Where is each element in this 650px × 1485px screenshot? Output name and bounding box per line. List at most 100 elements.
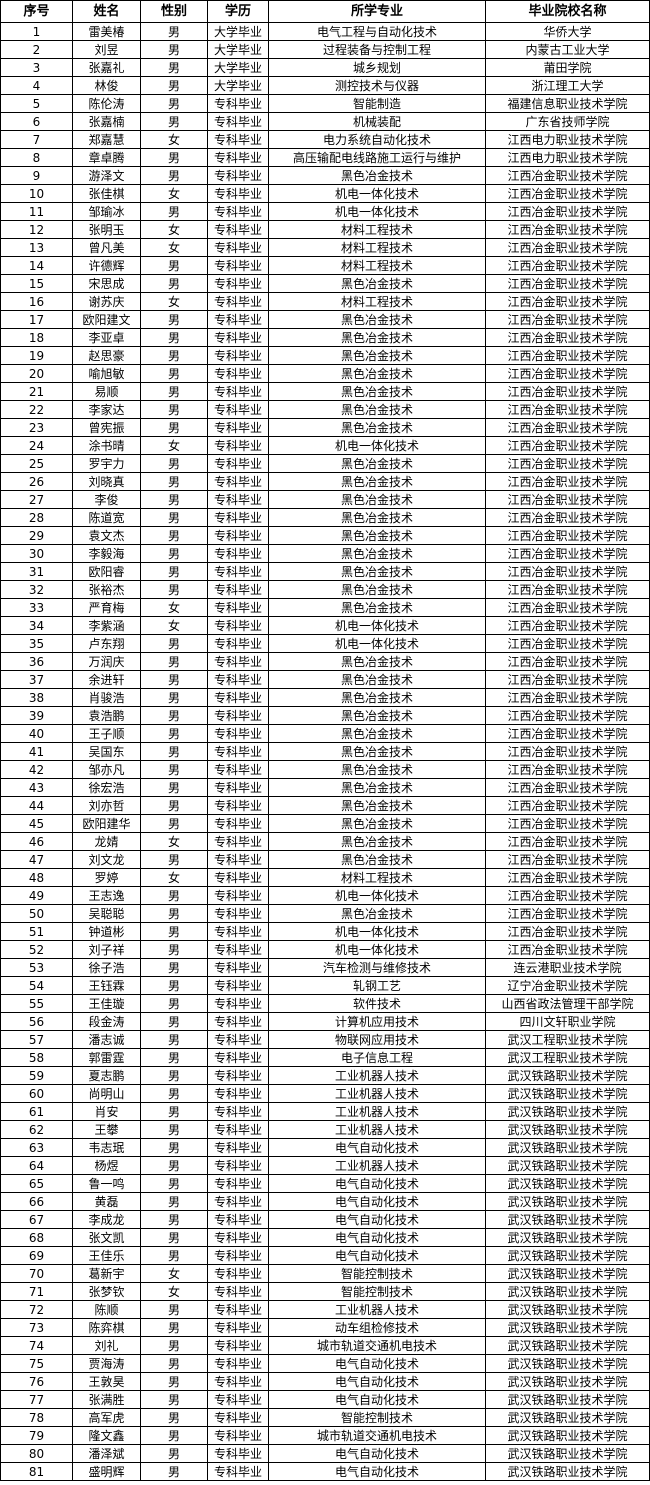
table-row: 47 刘文龙男专科毕业 黑色冶金技术 江西冶金职业技术学院 (0, 850, 650, 869)
cell-major: 材料工程技术 (268, 256, 486, 275)
cell-gender: 女 (140, 616, 208, 635)
cell-name: 张文凯 (72, 1228, 141, 1247)
cell-gender: 男 (140, 1066, 208, 1085)
cell-gender: 女 (140, 832, 208, 851)
cell-gender: 男 (140, 1084, 208, 1103)
header-row: 序号 姓名 性别 学历 所学专业 毕业院校名称 (0, 0, 650, 23)
cell-education: 专科毕业 (207, 274, 269, 293)
cell-school: 江西冶金职业技术学院 (485, 418, 650, 437)
cell-index: 28 (0, 508, 73, 527)
table-row: 44 刘亦哲男专科毕业 黑色冶金技术 江西冶金职业技术学院 (0, 796, 650, 815)
cell-major: 机电一体化技术 (268, 886, 486, 905)
cell-education: 专科毕业 (207, 292, 269, 311)
cell-school: 武汉铁路职业技术学院 (485, 1282, 650, 1301)
cell-gender: 男 (140, 634, 208, 653)
cell-index: 67 (0, 1210, 73, 1229)
cell-education: 专科毕业 (207, 256, 269, 275)
cell-index: 11 (0, 202, 73, 221)
cell-index: 32 (0, 580, 73, 599)
cell-education: 专科毕业 (207, 814, 269, 833)
cell-education: 专科毕业 (207, 886, 269, 905)
cell-major: 电力系统自动化技术 (268, 130, 486, 149)
cell-name: 刘晓真 (72, 472, 141, 491)
cell-school: 江西冶金职业技术学院 (485, 742, 650, 761)
cell-name: 刘文龙 (72, 850, 141, 869)
cell-gender: 男 (140, 1408, 208, 1427)
table-row: 10 张佳棋女专科毕业 机电一体化技术 江西冶金职业技术学院 (0, 184, 650, 203)
cell-school: 江西冶金职业技术学院 (485, 598, 650, 617)
cell-education: 专科毕业 (207, 868, 269, 887)
cell-education: 专科毕业 (207, 1174, 269, 1193)
table-row: 75 贾海涛男专科毕业 电气自动化技术 武汉铁路职业技术学院 (0, 1354, 650, 1373)
cell-school: 江西冶金职业技术学院 (485, 562, 650, 581)
cell-gender: 男 (140, 58, 208, 77)
cell-education: 专科毕业 (207, 634, 269, 653)
cell-gender: 男 (140, 814, 208, 833)
table-row: 24 涂书晴女专科毕业 机电一体化技术 江西冶金职业技术学院 (0, 436, 650, 455)
table-row: 56 段金涛男专科毕业 计算机应用技术 四川文轩职业学院 (0, 1012, 650, 1031)
cell-name: 张梦钦 (72, 1282, 141, 1301)
cell-school: 江西冶金职业技术学院 (485, 400, 650, 419)
cell-school: 莆田学院 (485, 58, 650, 77)
cell-name: 张明玉 (72, 220, 141, 239)
cell-education: 专科毕业 (207, 202, 269, 221)
cell-index: 50 (0, 904, 73, 923)
cell-major: 黑色冶金技术 (268, 508, 486, 527)
table-row: 81 盛明辉男专科毕业 电气自动化技术 武汉铁路职业技术学院 (0, 1462, 650, 1481)
cell-school: 江西冶金职业技术学院 (485, 580, 650, 599)
cell-name: 曾凡美 (72, 238, 141, 257)
cell-school: 江西冶金职业技术学院 (485, 886, 650, 905)
cell-education: 专科毕业 (207, 1462, 269, 1481)
cell-name: 严育梅 (72, 598, 141, 617)
cell-name: 欧阳睿 (72, 562, 141, 581)
cell-index: 59 (0, 1066, 73, 1085)
cell-name: 韦志珉 (72, 1138, 141, 1157)
cell-major: 黑色冶金技术 (268, 346, 486, 365)
cell-education: 专科毕业 (207, 652, 269, 671)
cell-name: 余进轩 (72, 670, 141, 689)
cell-major: 智能控制技术 (268, 1282, 486, 1301)
cell-name: 陈顺 (72, 1300, 141, 1319)
cell-index: 36 (0, 652, 73, 671)
cell-school: 武汉铁路职业技术学院 (485, 1138, 650, 1157)
cell-index: 33 (0, 598, 73, 617)
cell-index: 22 (0, 400, 73, 419)
cell-index: 29 (0, 526, 73, 545)
table-row: 54 王钰霖男专科毕业 轧钢工艺 辽宁冶金职业技术学院 (0, 976, 650, 995)
cell-school: 武汉铁路职业技术学院 (485, 1066, 650, 1085)
cell-major: 高压输配电线路施工运行与维护 (268, 148, 486, 167)
cell-major: 黑色冶金技术 (268, 724, 486, 743)
cell-school: 江西电力职业技术学院 (485, 130, 650, 149)
cell-education: 专科毕业 (207, 1210, 269, 1229)
cell-education: 专科毕业 (207, 328, 269, 347)
cell-index: 51 (0, 922, 73, 941)
cell-gender: 男 (140, 166, 208, 185)
cell-school: 武汉铁路职业技术学院 (485, 1462, 650, 1481)
cell-school: 武汉铁路职业技术学院 (485, 1354, 650, 1373)
cell-gender: 男 (140, 256, 208, 275)
cell-major: 黑色冶金技术 (268, 418, 486, 437)
cell-name: 罗宇力 (72, 454, 141, 473)
header-education: 学历 (207, 0, 269, 23)
cell-index: 62 (0, 1120, 73, 1139)
cell-name: 李紫涵 (72, 616, 141, 635)
cell-index: 47 (0, 850, 73, 869)
table-row: 68 张文凯男专科毕业 电气自动化技术 武汉铁路职业技术学院 (0, 1228, 650, 1247)
cell-gender: 男 (140, 742, 208, 761)
cell-index: 44 (0, 796, 73, 815)
cell-school: 江西冶金职业技术学院 (485, 544, 650, 563)
table-row: 72 陈顺男专科毕业 工业机器人技术 武汉铁路职业技术学院 (0, 1300, 650, 1319)
table-row: 39 袁浩鹏男专科毕业 黑色冶金技术 江西冶金职业技术学院 (0, 706, 650, 725)
cell-major: 电气工程与自动化技术 (268, 22, 486, 41)
cell-school: 江西冶金职业技术学院 (485, 922, 650, 941)
table-row: 27 李俊男专科毕业 黑色冶金技术 江西冶金职业技术学院 (0, 490, 650, 509)
cell-gender: 男 (140, 958, 208, 977)
cell-major: 工业机器人技术 (268, 1300, 486, 1319)
cell-major: 黑色冶金技术 (268, 652, 486, 671)
cell-index: 16 (0, 292, 73, 311)
cell-education: 专科毕业 (207, 508, 269, 527)
cell-gender: 男 (140, 1174, 208, 1193)
cell-education: 专科毕业 (207, 1318, 269, 1337)
cell-school: 江西冶金职业技术学院 (485, 220, 650, 239)
